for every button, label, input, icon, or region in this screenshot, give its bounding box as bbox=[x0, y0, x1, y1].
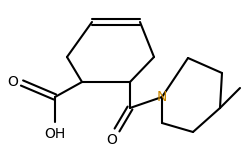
Text: O: O bbox=[106, 133, 117, 147]
Text: O: O bbox=[8, 75, 18, 89]
Text: OH: OH bbox=[44, 127, 65, 141]
Text: N: N bbox=[156, 90, 166, 104]
